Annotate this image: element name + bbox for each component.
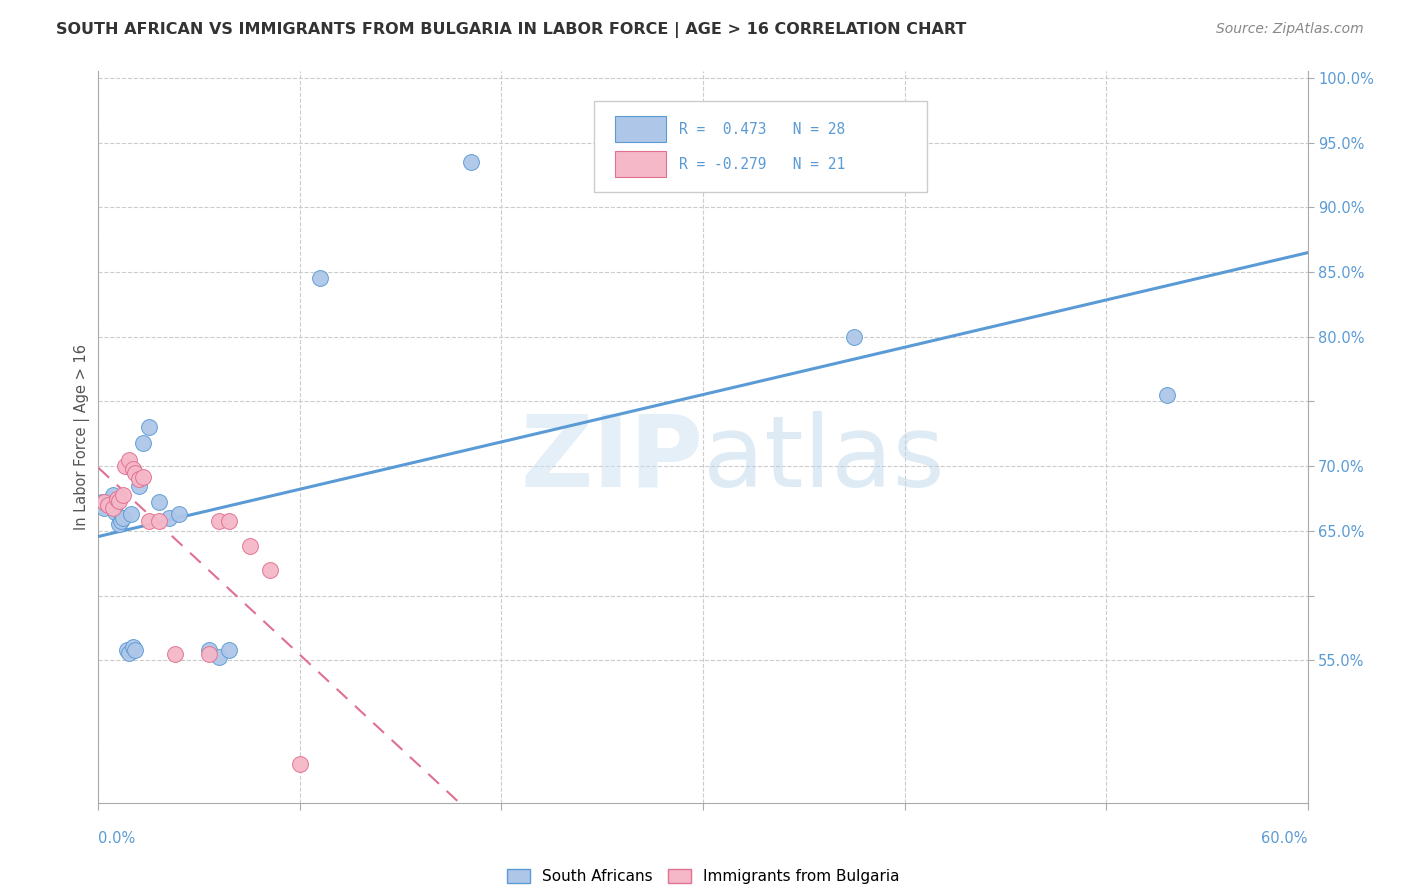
- Y-axis label: In Labor Force | Age > 16: In Labor Force | Age > 16: [75, 344, 90, 530]
- Point: [100, 491, 122, 506]
- Point: [93, 500, 115, 515]
- Point: [97, 495, 120, 509]
- Point: [107, 494, 129, 508]
- Point: [208, 514, 231, 528]
- FancyBboxPatch shape: [595, 101, 927, 192]
- Text: atlas: atlas: [703, 410, 945, 508]
- Point: [101, 500, 124, 515]
- Text: ZIP: ZIP: [520, 410, 703, 508]
- Point: [124, 466, 146, 480]
- Bar: [614, 116, 665, 143]
- Point: [110, 514, 132, 528]
- Point: [128, 472, 150, 486]
- Point: [239, 540, 262, 554]
- Point: [844, 330, 866, 344]
- Text: R = -0.279   N = 21: R = -0.279 N = 21: [679, 157, 845, 172]
- Point: [132, 436, 155, 450]
- Point: [89, 498, 111, 512]
- Point: [460, 155, 482, 169]
- Point: [124, 643, 146, 657]
- Point: [114, 459, 136, 474]
- Point: [163, 647, 186, 661]
- Text: 60.0%: 60.0%: [1261, 831, 1308, 846]
- Point: [259, 563, 281, 577]
- Point: [218, 643, 240, 657]
- Point: [121, 462, 143, 476]
- Point: [105, 491, 128, 506]
- Point: [121, 640, 143, 655]
- Point: [218, 514, 240, 528]
- Point: [97, 498, 120, 512]
- Text: SOUTH AFRICAN VS IMMIGRANTS FROM BULGARIA IN LABOR FORCE | AGE > 16 CORRELATION : SOUTH AFRICAN VS IMMIGRANTS FROM BULGARI…: [56, 22, 966, 38]
- Point: [120, 507, 142, 521]
- Point: [111, 511, 134, 525]
- Point: [157, 511, 180, 525]
- Point: [107, 517, 129, 532]
- Point: [101, 488, 124, 502]
- Text: R =  0.473   N = 28: R = 0.473 N = 28: [679, 121, 845, 136]
- Point: [198, 647, 221, 661]
- Point: [1156, 388, 1178, 402]
- Text: 0.0%: 0.0%: [98, 831, 135, 846]
- Point: [115, 643, 138, 657]
- Point: [118, 452, 141, 467]
- Point: [103, 504, 125, 518]
- Point: [167, 507, 190, 521]
- Point: [93, 495, 115, 509]
- Point: [288, 756, 311, 771]
- Bar: [614, 151, 665, 178]
- Point: [309, 271, 332, 285]
- Point: [208, 649, 231, 664]
- Point: [132, 469, 155, 483]
- Point: [138, 514, 160, 528]
- Point: [128, 478, 150, 492]
- Point: [148, 514, 170, 528]
- Point: [138, 420, 160, 434]
- Text: Source: ZipAtlas.com: Source: ZipAtlas.com: [1216, 22, 1364, 37]
- Point: [91, 495, 114, 509]
- Point: [148, 495, 170, 509]
- Legend: South Africans, Immigrants from Bulgaria: South Africans, Immigrants from Bulgaria: [501, 863, 905, 890]
- Point: [198, 643, 221, 657]
- Point: [118, 646, 141, 660]
- Point: [111, 488, 134, 502]
